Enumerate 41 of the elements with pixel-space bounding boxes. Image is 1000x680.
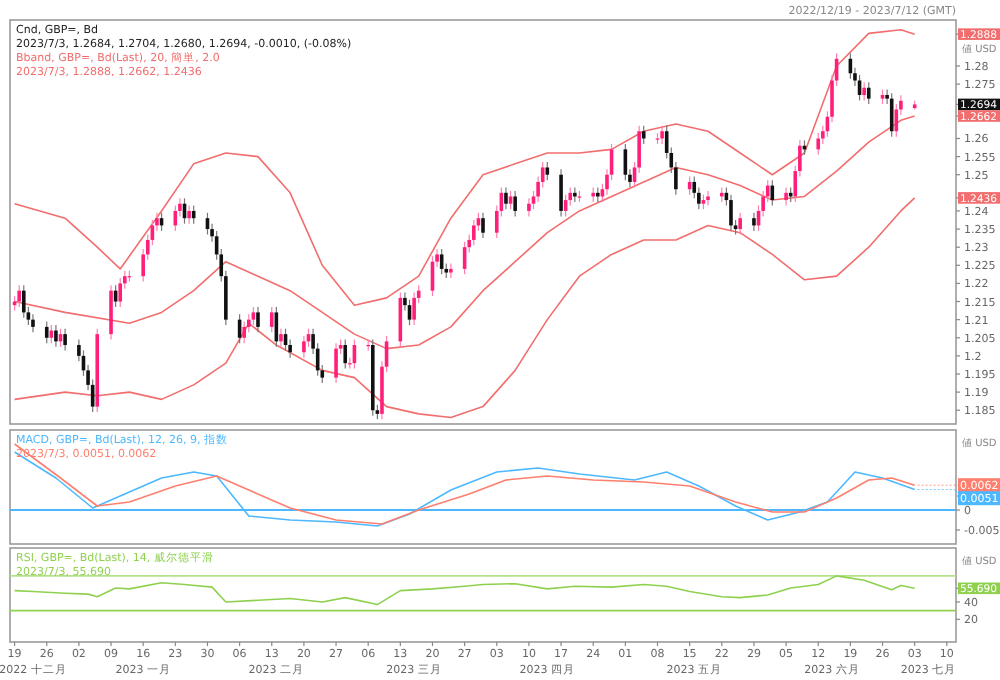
candlestick (302, 335, 306, 359)
candlestick (118, 277, 123, 308)
candlestick (343, 338, 348, 370)
candlestick (527, 197, 531, 217)
candlestick (449, 262, 453, 279)
candlestick (44, 320, 49, 344)
candlestick (481, 212, 485, 239)
candlestick (660, 125, 664, 145)
candlestick (187, 204, 191, 225)
candlestick (251, 306, 256, 326)
candlestick (729, 194, 733, 232)
candlestick (545, 161, 550, 181)
candlestick (513, 190, 517, 217)
candlestick (54, 324, 58, 348)
candlestick (256, 306, 260, 333)
candlestick (508, 190, 513, 210)
candlestick (784, 186, 788, 207)
candlestick (641, 125, 646, 145)
candlestick (752, 212, 756, 232)
candlestick (63, 328, 67, 352)
candlestick (242, 320, 246, 344)
candlestick (269, 306, 274, 333)
candlestick (109, 284, 113, 341)
candlestick (21, 284, 26, 319)
candlestick (31, 313, 35, 333)
candlestick (738, 212, 742, 236)
candlestick (559, 168, 563, 217)
line-series (13, 575, 916, 606)
candlestick (866, 81, 871, 105)
candlestick (412, 291, 416, 326)
candlestick (504, 186, 508, 210)
candlestick (334, 342, 338, 384)
candlestick (816, 132, 821, 156)
candlestick (706, 190, 710, 207)
candlestick (17, 284, 21, 308)
candlestick (279, 328, 283, 348)
candlestick (862, 81, 866, 102)
candlestick (472, 219, 476, 246)
line-series (13, 28, 916, 306)
candlestick (889, 92, 894, 138)
line-series (13, 197, 916, 419)
